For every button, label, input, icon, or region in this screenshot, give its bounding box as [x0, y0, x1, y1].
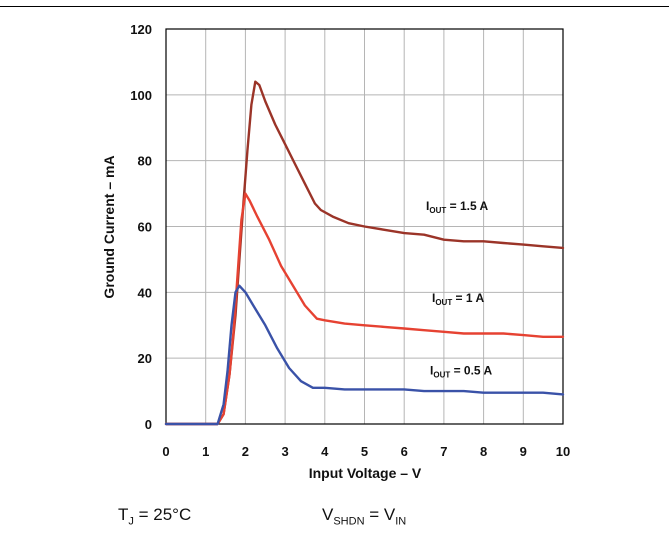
- shutdown-voltage-condition: VSHDN = VIN: [322, 505, 406, 527]
- tj-symbol: T: [118, 505, 128, 524]
- vin-subscript: IN: [395, 515, 406, 527]
- x-axis-title: Input Voltage – V: [309, 465, 422, 481]
- vshdn-subscript: SHDN: [333, 515, 364, 527]
- y-axis-title: Ground Current – mA: [101, 155, 117, 298]
- series-label-1: IOUT = 1 A: [432, 291, 484, 307]
- tj-value: = 25°C: [134, 505, 191, 524]
- vshdn-symbol: V: [322, 505, 333, 524]
- x-tick-label: 3: [281, 444, 288, 459]
- junction-temperature-condition: TJ = 25°C: [118, 505, 191, 527]
- x-tick-label: 4: [321, 444, 329, 459]
- y-tick-label: 100: [130, 88, 152, 103]
- vshdn-equals: = V: [365, 505, 396, 524]
- y-tick-label: 120: [130, 22, 152, 37]
- x-tick-label: 9: [520, 444, 527, 459]
- x-tick-label: 7: [440, 444, 447, 459]
- x-tick-label: 6: [401, 444, 408, 459]
- x-tick-label: 1: [202, 444, 209, 459]
- x-tick-label: 5: [361, 444, 368, 459]
- y-tick-label: 60: [138, 220, 152, 235]
- series-label-2: IOUT = 0.5 A: [430, 364, 492, 380]
- y-tick-label: 0: [145, 417, 152, 432]
- y-tick-label: 20: [138, 351, 152, 366]
- y-tick-label: 80: [138, 154, 152, 169]
- y-tick-label: 40: [138, 285, 152, 300]
- x-tick-label: 0: [162, 444, 169, 459]
- x-tick-label: 8: [480, 444, 487, 459]
- x-tick-label: 10: [556, 444, 570, 459]
- x-tick-label: 2: [242, 444, 249, 459]
- series-label-0: IOUT = 1.5 A: [426, 199, 488, 215]
